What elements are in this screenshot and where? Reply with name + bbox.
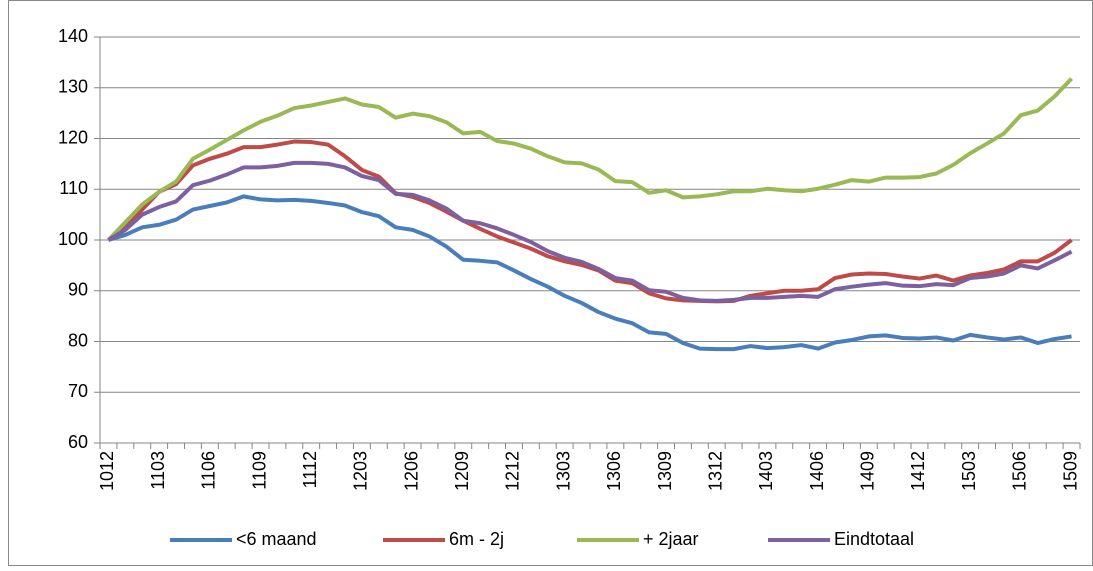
x-tick-label: 1403: [756, 451, 776, 491]
chart-frame: [8, 0, 1093, 566]
legend-label: Eindtotaal: [834, 529, 914, 549]
x-tick-label: 1412: [908, 451, 928, 491]
x-tick-label: 1206: [401, 451, 421, 491]
series-line: [107, 160, 1073, 303]
y-tick-label: 120: [58, 127, 88, 147]
y-tick-label: 110: [59, 178, 88, 198]
x-tick-label: 1209: [452, 451, 472, 491]
series-line: [107, 194, 1072, 352]
series-line: [107, 139, 1073, 304]
x-tick-label: 1303: [553, 451, 573, 491]
x-tick-label: 1203: [351, 451, 371, 491]
x-tick-label: 1306: [604, 451, 624, 491]
y-tick-label: 90: [68, 280, 88, 300]
x-tick-label: 1109: [249, 451, 269, 490]
legend-label: <6 maand: [236, 529, 317, 549]
x-tick-label: 1312: [705, 451, 725, 491]
x-tick-label: 1103: [148, 451, 168, 490]
y-tick-label: 80: [68, 330, 88, 350]
x-tick-label: 1409: [858, 451, 878, 491]
x-tick-label: 1212: [503, 451, 523, 491]
legend-label: 6m - 2j: [449, 529, 504, 549]
x-tick-label: 1503: [959, 451, 979, 491]
x-tick-label: 1509: [1060, 451, 1080, 491]
y-tick-label: 130: [58, 77, 88, 97]
x-tick-label: 1506: [1010, 451, 1030, 491]
x-tick-label: 1309: [655, 451, 675, 491]
x-tick-label: 1406: [807, 451, 827, 491]
series-line: [106, 77, 1073, 242]
y-tick-label: 100: [58, 229, 88, 249]
legend-label: + 2jaar: [643, 529, 699, 549]
x-tick-label: 1112: [300, 451, 320, 488]
y-tick-label: 140: [58, 26, 88, 46]
y-tick-label: 60: [68, 432, 88, 452]
x-tick-label: 1012: [97, 451, 117, 491]
y-tick-label: 70: [68, 381, 88, 401]
x-tick-label: 1106: [199, 451, 219, 490]
